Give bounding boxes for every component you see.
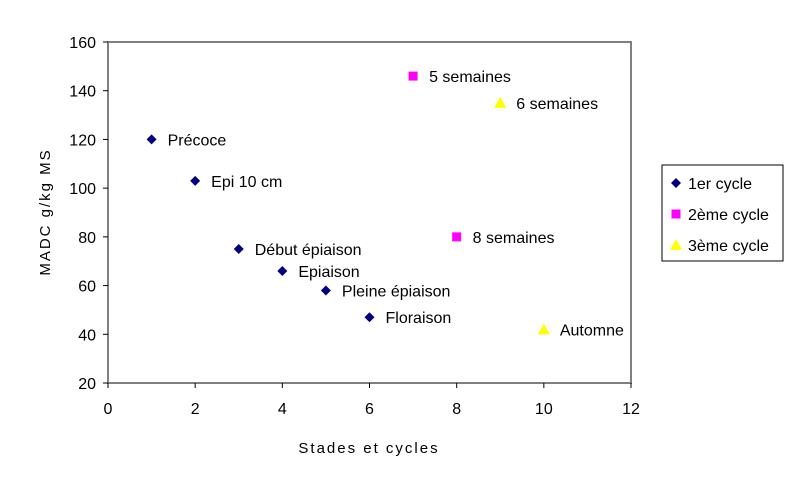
x-tick-label: 0 xyxy=(104,401,113,418)
x-tick-label: 6 xyxy=(365,401,374,418)
y-tick-label: 120 xyxy=(69,132,96,149)
legend: 1er cycle 2ème cycle 3ème cycle xyxy=(670,176,769,255)
legend-marker xyxy=(670,239,682,250)
data-point-label: Début épiaison xyxy=(255,242,362,259)
data-point-marker xyxy=(364,312,375,323)
data-point-marker xyxy=(146,134,157,145)
data-point-marker xyxy=(233,244,244,255)
y-axis-title: MADC g/kg MS xyxy=(37,148,54,275)
x-axis: 0 2 4 6 8 10 12 xyxy=(104,383,640,418)
y-axis: 20 40 60 80 100 120 140 160 xyxy=(69,35,108,393)
data-point-label: 5 semaines xyxy=(429,69,511,86)
plot-area xyxy=(107,41,632,384)
data-point-label: Précoce xyxy=(168,132,227,149)
y-tick-label: 60 xyxy=(78,279,96,296)
data-point-label: 8 semaines xyxy=(473,230,555,247)
legend-box xyxy=(661,164,784,262)
y-tick-label: 40 xyxy=(78,327,96,344)
legend-entry-label: 2ème cycle xyxy=(688,207,769,224)
x-tick-label: 8 xyxy=(452,401,461,418)
data-point-marker xyxy=(408,71,418,81)
legend-marker xyxy=(671,209,681,219)
data-point-label: Automne xyxy=(560,322,624,339)
x-tick-label: 12 xyxy=(622,401,640,418)
y-tick-label: 140 xyxy=(69,84,96,101)
legend-entry-label: 1er cycle xyxy=(688,176,752,193)
data-point-marker xyxy=(537,323,550,335)
data-point-marker xyxy=(494,96,507,108)
data-point-marker xyxy=(452,232,462,242)
legend-entry-label: 3ème cycle xyxy=(688,238,769,255)
data-point-label: Epiaison xyxy=(298,264,359,281)
data-point-marker xyxy=(320,285,331,296)
data-point-marker xyxy=(190,175,201,186)
x-tick-label: 4 xyxy=(278,401,287,418)
y-tick-label: 160 xyxy=(69,35,96,52)
y-tick-label: 100 xyxy=(69,181,96,198)
data-point-marker xyxy=(277,265,288,276)
legend-marker xyxy=(671,178,681,188)
data-point-label: Pleine épiaison xyxy=(342,283,451,300)
data-points: Précoce Epi 10 cm Début épiaison Epiaison Pl… xyxy=(146,69,624,339)
data-point-label: Epi 10 cm xyxy=(211,174,282,191)
x-tick-label: 10 xyxy=(535,401,553,418)
data-point-label: Floraison xyxy=(386,310,452,327)
y-tick-label: 20 xyxy=(78,376,96,393)
x-axis-title: Stades et cycles xyxy=(298,440,439,457)
x-tick-label: 2 xyxy=(191,401,200,418)
y-tick-label: 80 xyxy=(78,230,96,247)
data-point-label: 6 semaines xyxy=(516,96,598,113)
